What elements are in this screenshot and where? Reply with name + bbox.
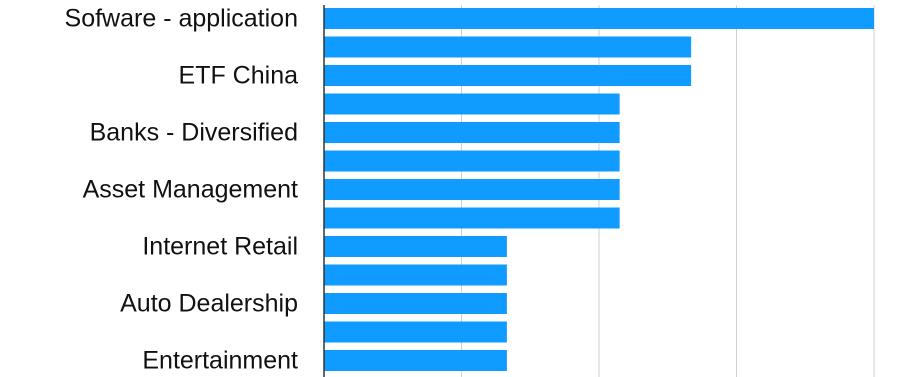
category-label-2: ETF China bbox=[179, 62, 299, 90]
bars bbox=[324, 8, 874, 371]
bar-0 bbox=[324, 8, 874, 29]
category-labels: Sofware - application ETF China Banks - Di… bbox=[65, 5, 299, 375]
bar-2 bbox=[324, 65, 692, 86]
bar-8 bbox=[324, 236, 507, 257]
bar-6 bbox=[324, 179, 620, 200]
bar-1 bbox=[324, 36, 692, 58]
bar-3 bbox=[324, 93, 620, 115]
category-label-12: Entertainment bbox=[142, 347, 298, 375]
category-label-8: Internet Retail bbox=[142, 233, 298, 261]
bar-10 bbox=[324, 293, 507, 314]
bar-5 bbox=[324, 150, 620, 172]
bar-9 bbox=[324, 264, 507, 286]
bar-11 bbox=[324, 321, 507, 343]
bar-4 bbox=[324, 122, 620, 143]
bar-7 bbox=[324, 207, 620, 229]
category-label-10: Auto Dealership bbox=[120, 290, 298, 318]
category-label-6: Asset Management bbox=[83, 176, 298, 204]
category-label-4: Banks - Diversified bbox=[90, 119, 298, 147]
category-label-0: Sofware - application bbox=[65, 5, 298, 33]
bar-12 bbox=[324, 350, 507, 371]
